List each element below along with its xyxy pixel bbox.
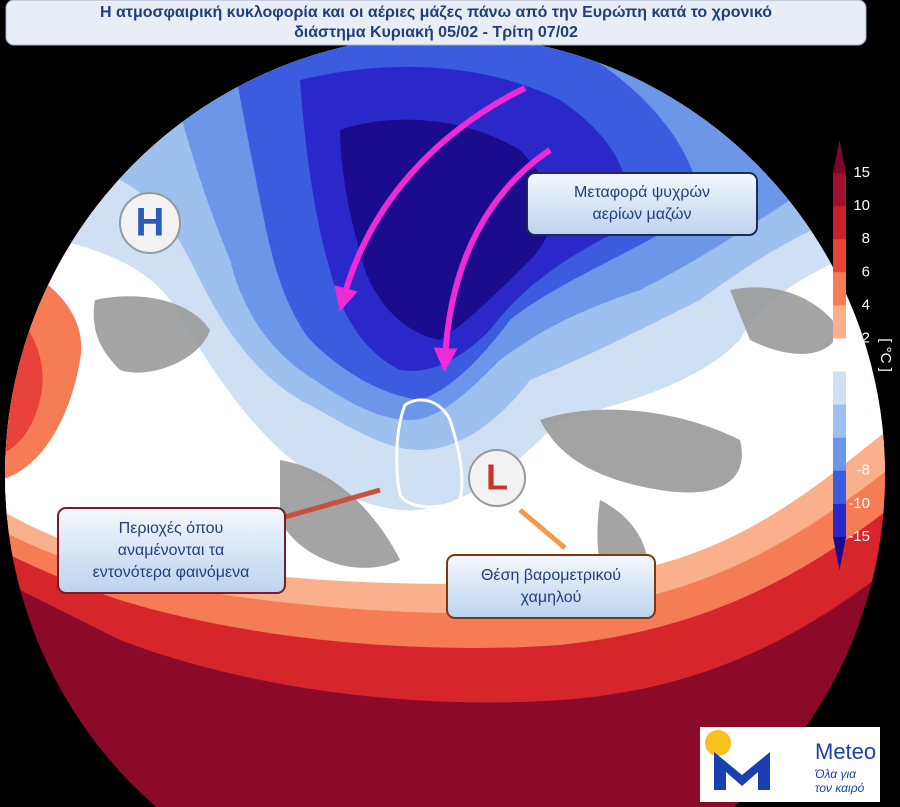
annotation-arrow xyxy=(518,508,567,550)
colorbar-tick-label: -8 xyxy=(857,462,870,479)
low-marker xyxy=(468,449,526,507)
colorbar-tick-label: 4 xyxy=(862,296,870,313)
colorbar-bin xyxy=(833,371,846,406)
logo-tagline: τον καιρό xyxy=(815,781,865,795)
colorbar-tick-label: -6 xyxy=(857,429,870,446)
colorbar-tick-label: -4 xyxy=(857,396,870,413)
high-marker xyxy=(119,192,181,254)
title: διάστημα Κυριακή 05/02 - Τρίτη 07/02 xyxy=(294,24,578,41)
annotation-text: αερίων μαζών xyxy=(593,206,692,223)
land-masks xyxy=(93,287,840,602)
title-box xyxy=(5,0,867,46)
colorbar-bin xyxy=(833,140,846,174)
annotation-text: Θέση βαρομετρικού xyxy=(481,567,621,584)
colorbar-bin xyxy=(833,503,846,538)
colorbar-bin xyxy=(833,206,846,240)
high-label: H xyxy=(136,201,165,245)
colorbar-tick-label: -15 xyxy=(848,528,870,545)
colorbar-unit: [ °C ] xyxy=(877,338,894,372)
low-label: L xyxy=(486,457,508,498)
colorbar-bin xyxy=(833,437,846,472)
colorbar-tick-label: 8 xyxy=(862,230,870,247)
annotation-arrow xyxy=(284,487,381,520)
logo-tagline: Όλα για xyxy=(814,767,857,781)
colorbar-tick-label: 15 xyxy=(853,164,870,181)
colorbar-bin xyxy=(833,173,846,207)
annotation-text: Περιοχές όπου xyxy=(119,520,224,537)
colorbar-bin xyxy=(833,305,846,339)
annotation-text: χαμηλού xyxy=(521,589,582,606)
annotation-text: εντονότερα φαινόμενα xyxy=(93,564,250,581)
colorbar-bin xyxy=(833,536,846,570)
affected-region-outline xyxy=(395,398,464,509)
colorbar-bin xyxy=(833,239,846,273)
annotation-text: Μεταφορά ψυχρών xyxy=(574,184,710,201)
logo-mark xyxy=(714,752,770,790)
title: Η ατμοσφαιρική κυκλοφορία και οι αέριες … xyxy=(100,4,772,21)
annotation-box xyxy=(526,172,758,236)
annotation-text: αναμένονται τα xyxy=(118,542,224,559)
colorbar-tick-label: -10 xyxy=(848,495,870,512)
annotation-box xyxy=(57,507,286,594)
colorbar-bin xyxy=(833,338,846,373)
colorbar: 15 10 8 6 4 2 -2 -4 -6 -8 -10 -15 xyxy=(833,140,870,570)
colorbar-tick-label: -2 xyxy=(857,363,870,380)
cold-air-arrow xyxy=(433,147,552,372)
colorbar-bin xyxy=(833,272,846,306)
logo-name: Meteo xyxy=(815,739,876,764)
colorbar-bin xyxy=(833,404,846,439)
logo-sun xyxy=(705,730,731,756)
cold-air-arrow xyxy=(334,85,527,312)
colorbar-bin xyxy=(833,470,846,505)
colorbar-tick-label: 10 xyxy=(853,197,870,214)
annotation-box xyxy=(446,554,656,619)
colorbar-tick-label: 6 xyxy=(862,263,870,280)
colorbar-tick-label: 2 xyxy=(862,329,870,346)
